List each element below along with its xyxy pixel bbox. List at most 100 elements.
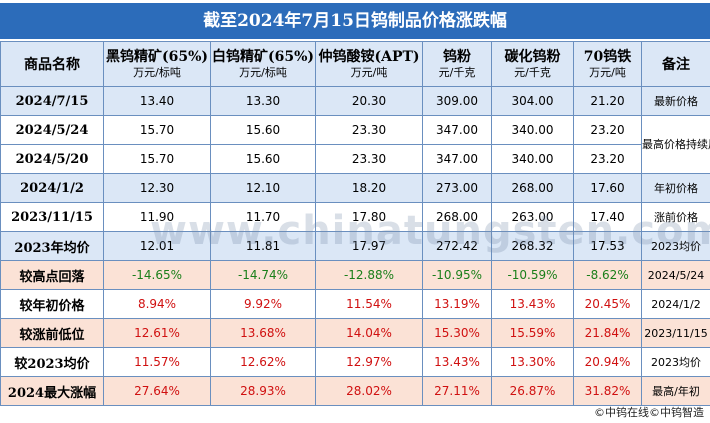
remark-cell: 涨前价格 [641,202,710,232]
table-cell: 23.20 [573,144,642,174]
table-cell: -14.65% [103,260,211,290]
table-cell: 23.30 [315,115,423,145]
table-row: 2024/1/2 12.30 12.10 18.20 273.00 268.00… [0,173,710,203]
table-row: 较年初价格 8.94% 9.92% 11.54% 13.19% 13.43% 2… [0,289,710,319]
header-label: 钨粉 [443,48,471,65]
header-tungsten-powder: 钨粉 元/千克 [422,41,492,87]
header-unit: 万元/吨 [589,65,626,79]
remark-cell: 2024/1/2 [641,289,710,319]
header-product-name: 商品名称 [0,41,104,87]
table-cell: 23.20 [573,115,642,145]
table-cell: 340.00 [491,144,574,174]
table-cell: 12.30 [103,173,211,203]
table-cell: 268.00 [422,202,492,232]
table-cell: 12.10 [210,173,316,203]
table-cell: 11.54% [315,289,423,319]
header-label: 备注 [662,57,690,73]
header-carbide-powder: 碳化钨粉 元/千克 [491,41,574,87]
header-unit: 万元/标吨 [133,65,181,79]
table-cell: 12.97% [315,347,423,377]
table-cell: 8.94% [103,289,211,319]
page-title: 截至2024年7月15日钨制品价格涨跌幅 [0,3,710,39]
table-cell: 263.00 [491,202,574,232]
row-label: 2024/5/24 [0,115,104,145]
table-cell: 13.30% [491,347,574,377]
remark-cell: 2023均价 [641,347,710,377]
table-row: 2024/7/15 13.40 13.30 20.30 309.00 304.0… [0,86,710,116]
header-unit: 万元/吨 [350,65,388,79]
table-cell: 272.42 [422,231,492,261]
remark-cell: 2024/5/24 [641,260,710,290]
row-label: 2023年均价 [0,231,104,261]
row-label: 较年初价格 [0,289,104,319]
remark-cell: 年初价格 [641,173,710,203]
table-cell: 28.93% [210,376,316,406]
table-cell: 13.68% [210,318,316,348]
table-cell: 21.84% [573,318,642,348]
table-cell: 268.00 [491,173,574,203]
table-cell: 31.82% [573,376,642,406]
table-cell: -10.59% [491,260,574,290]
table-cell: 273.00 [422,173,492,203]
table-cell: 27.64% [103,376,211,406]
remark-cell: 最新价格 [641,86,710,116]
table-cell: 15.60 [210,144,316,174]
table-cell: 17.60 [573,173,642,203]
table-cell: 11.81 [210,231,316,261]
table-row: 较高点回落 -14.65% -14.74% -12.88% -10.95% -1… [0,260,710,290]
table-cell: 15.30% [422,318,492,348]
remark-cell: 最高价格持续周期 [641,115,710,174]
row-label: 较高点回落 [0,260,104,290]
header-label: 黑钨精矿(65%) [105,48,209,65]
price-table: 商品名称 黑钨精矿(65%) 万元/标吨 白钨精矿(65%) 万元/标吨 仲钨酸铵(… [0,41,710,406]
table-row: 2024最大涨幅 27.64% 28.93% 28.02% 27.11% 26.… [0,376,710,406]
header-unit: 元/千克 [438,65,476,79]
table-cell: 17.80 [315,202,423,232]
table-cell: 27.11% [422,376,492,406]
table-cell: 12.01 [103,231,211,261]
table-cell: 15.60 [210,115,316,145]
table-cell: 12.61% [103,318,211,348]
table-row: 2023/11/15 11.90 11.70 17.80 268.00 263.… [0,202,710,232]
header-label: 白钨精矿(65%) [211,48,315,65]
header-wolframite: 黑钨精矿(65%) 万元/标吨 [103,41,211,87]
table-row: 2023年均价 12.01 11.81 17.97 272.42 268.32 … [0,231,710,261]
header-scheelite: 白钨精矿(65%) 万元/标吨 [210,41,316,87]
header-unit: 元/千克 [514,65,551,79]
header-row: 商品名称 黑钨精矿(65%) 万元/标吨 白钨精矿(65%) 万元/标吨 仲钨酸铵(… [0,41,710,87]
row-label: 2024最大涨幅 [0,376,104,406]
table-cell: 15.70 [103,144,211,174]
header-remarks: 备注 [641,41,710,87]
table-cell: 17.97 [315,231,423,261]
table-cell: 14.04% [315,318,423,348]
remark-cell: 2023均价 [641,231,710,261]
table-cell: 9.92% [210,289,316,319]
table-cell: 23.30 [315,144,423,174]
row-label: 较涨前低位 [0,318,104,348]
table-cell: -12.88% [315,260,423,290]
table-cell: 13.30 [210,86,316,116]
header-ferrotungsten: 70钨铁 万元/吨 [573,41,642,87]
table-cell: 347.00 [422,115,492,145]
row-label: 2024/1/2 [0,173,104,203]
table-cell: -8.62% [573,260,642,290]
table-cell: 11.70 [210,202,316,232]
table-cell: 268.32 [491,231,574,261]
copyright-footer: ©中钨在线©中钨智造 [594,406,704,419]
remark-cell: 最高/年初 [641,376,710,406]
table-cell: 304.00 [491,86,574,116]
table-row: 2024/5/24 15.70 15.60 23.30 347.00 340.0… [0,115,710,174]
table-cell: 20.94% [573,347,642,377]
header-label: 商品名称 [24,57,80,73]
table-cell: 28.02% [315,376,423,406]
header-unit: 万元/标吨 [239,65,287,79]
table-cell: 11.57% [103,347,211,377]
table-row: 较2023均价 11.57% 12.62% 12.97% 13.43% 13.3… [0,347,710,377]
table-cell: 20.45% [573,289,642,319]
table-cell: -10.95% [422,260,492,290]
header-label: 碳化钨粉 [504,48,561,65]
table-cell: 13.40 [103,86,211,116]
table-cell: 13.19% [422,289,492,319]
row-label: 较2023均价 [0,347,104,377]
table-row: 较涨前低位 12.61% 13.68% 14.04% 15.30% 15.59%… [0,318,710,348]
